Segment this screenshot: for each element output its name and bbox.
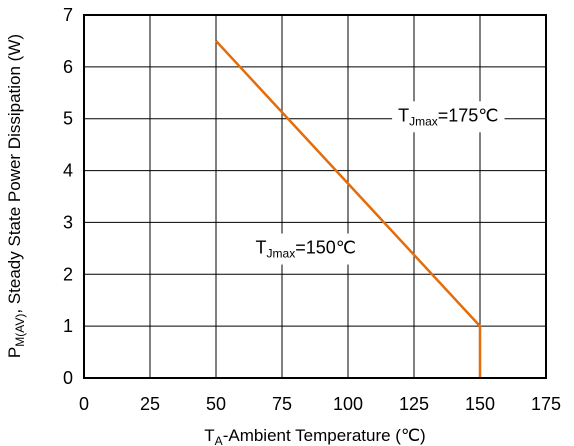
x-tick-label: 50 <box>206 394 226 414</box>
x-tick-label: 150 <box>465 394 495 414</box>
x-tick-label: 125 <box>399 394 429 414</box>
x-tick-labels: 0 25 50 75 100 125 150 175 <box>79 394 561 414</box>
series-line <box>215 40 482 378</box>
y-tick-label: 2 <box>63 264 73 284</box>
annotation-background <box>249 233 362 265</box>
annotation-backgrounds <box>249 101 505 265</box>
annotation-subscript: Jmax <box>409 114 438 128</box>
x-tick-label: 175 <box>531 394 561 414</box>
annotation-rest: =150℃ <box>295 238 356 258</box>
series-layer <box>215 40 482 378</box>
y-axis-label: PM(AV), Steady State Power Dissipation (… <box>5 34 27 358</box>
annotation-subscript: Jmax <box>267 247 296 261</box>
y-tick-label: 1 <box>63 316 73 336</box>
x-tick-label: 100 <box>333 394 363 414</box>
y-tick-label: 3 <box>63 212 73 232</box>
y-tick-label: 0 <box>63 368 73 388</box>
y-axis-label-subscript: M(AV) <box>13 314 27 347</box>
x-tick-label: 0 <box>79 394 89 414</box>
x-tick-label: 75 <box>272 394 292 414</box>
y-tick-label: 5 <box>63 109 73 129</box>
plot-frame <box>83 14 547 379</box>
x-axis-label-rest: -Ambient Temperature (℃) <box>223 426 426 445</box>
x-axis-label-main: T <box>204 426 214 445</box>
x-tick-label: 25 <box>140 394 160 414</box>
x-axis-label: TA-Ambient Temperature (℃) <box>204 426 425 446</box>
y-tick-label: 7 <box>63 5 73 25</box>
annotation-label: TJmax=150℃ <box>256 238 356 261</box>
x-axis-label-subscript: A <box>215 434 223 446</box>
annotation-rest: =175℃ <box>438 105 499 125</box>
annotation-background <box>392 101 505 133</box>
y-axis-label-main: P <box>5 347 24 358</box>
annotation-main: T <box>256 238 267 258</box>
y-tick-labels: 0 1 2 3 4 5 6 7 <box>63 5 73 388</box>
y-tick-label: 4 <box>63 161 73 181</box>
annotation-label: TJmax=175℃ <box>398 105 498 128</box>
y-axis-label-rest: , Steady State Power Dissipation (W) <box>5 34 24 314</box>
annotation-main: T <box>398 105 409 125</box>
y-tick-label: 6 <box>63 57 73 77</box>
